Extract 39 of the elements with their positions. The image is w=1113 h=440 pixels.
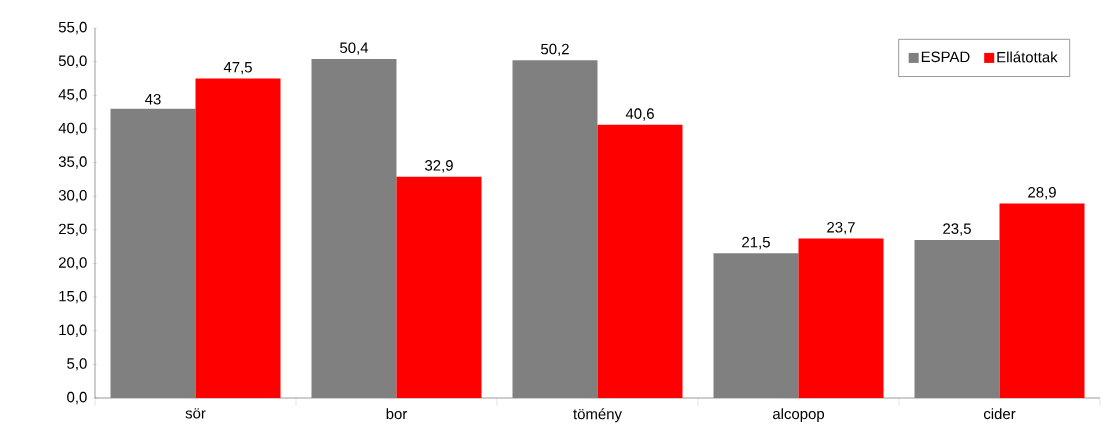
y-tick-label: 45,0 xyxy=(58,89,87,102)
y-tick-label: 15,0 xyxy=(59,290,87,304)
y-tick-label: 0,0 xyxy=(67,391,87,405)
bar xyxy=(110,108,196,398)
y-tick-label: 5,0 xyxy=(67,358,87,371)
y-tick-label: 50,0 xyxy=(58,55,87,68)
y-tick-label: 10,0 xyxy=(59,324,87,337)
data-label: 32,9 xyxy=(425,160,453,173)
data-label: 50,4 xyxy=(340,42,369,55)
legend-label: Ellátottak xyxy=(997,51,1058,63)
data-label: 43 xyxy=(145,93,161,105)
data-label: 23,7 xyxy=(827,222,855,235)
y-tick-label: 25,0 xyxy=(58,223,87,236)
x-tick-label: alcopop xyxy=(772,408,825,423)
bar xyxy=(914,239,1000,398)
bar xyxy=(311,58,397,398)
data-label: 50,2 xyxy=(541,43,569,57)
x-tick-label: cider xyxy=(983,408,1016,420)
y-tick-label: 20,0 xyxy=(58,257,87,270)
bar xyxy=(597,124,683,398)
y-tick-label: 35,0 xyxy=(58,156,87,169)
bar xyxy=(713,253,799,398)
data-label: 40,6 xyxy=(625,108,654,121)
bar xyxy=(396,176,482,398)
bar xyxy=(512,60,598,398)
y-tick-label: 30,0 xyxy=(58,190,87,203)
x-tick-label: tömény xyxy=(573,408,622,423)
data-label: 23,5 xyxy=(943,223,971,236)
data-label: 47,5 xyxy=(223,62,252,75)
y-tick-label: 40,0 xyxy=(58,122,87,136)
bar xyxy=(798,238,884,398)
data-label: 21,5 xyxy=(742,236,770,250)
bar xyxy=(195,78,281,398)
x-tick-label: sör xyxy=(185,408,206,419)
legend-label: ESPAD xyxy=(921,51,970,63)
data-label: 28,9 xyxy=(1028,187,1056,200)
x-tick-label: bor xyxy=(386,408,408,420)
y-tick-label: 55,0 xyxy=(58,21,87,35)
bar xyxy=(999,203,1085,398)
